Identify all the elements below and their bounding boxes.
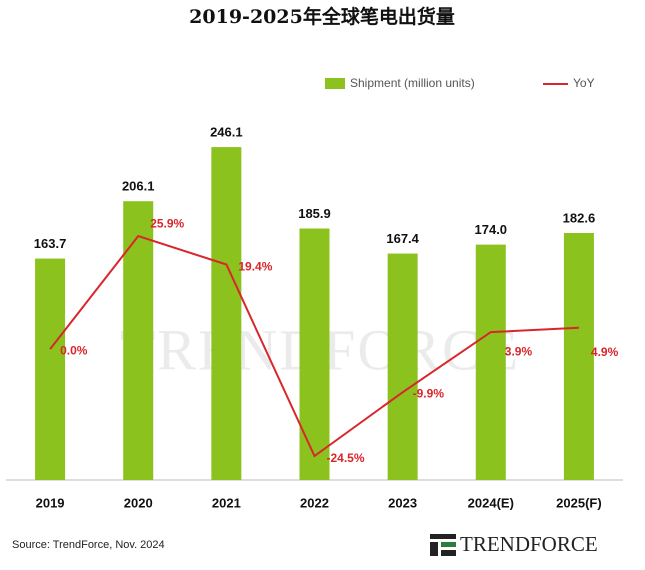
legend-swatch <box>325 78 345 89</box>
bar <box>299 228 330 480</box>
bar <box>123 201 154 480</box>
data-label: 206.1 <box>122 179 155 194</box>
yoy-line <box>49 234 579 458</box>
logo-icon <box>441 542 456 547</box>
chart-title: 2019-2025年全球笔电出货量 <box>189 5 455 28</box>
bar <box>475 244 506 480</box>
data-label: 19.4% <box>238 260 272 274</box>
x-tick-label: 2022 <box>300 495 329 510</box>
x-tick-label: 2023 <box>388 495 417 510</box>
data-label: -24.5% <box>327 451 365 465</box>
data-label: 246.1 <box>210 125 243 140</box>
bar <box>563 232 594 480</box>
data-label: 185.9 <box>298 206 331 221</box>
logo-icon <box>430 534 456 539</box>
data-label: 167.4 <box>386 231 419 246</box>
data-label: 3.9% <box>505 344 533 358</box>
logo-icon <box>430 542 438 556</box>
x-tick-label: 2021 <box>212 495 241 510</box>
logo-icon <box>441 550 456 556</box>
logo-text: TRENDFORCE <box>460 532 598 556</box>
bar <box>387 253 418 480</box>
legend-label: YoY <box>573 76 595 90</box>
x-tick-label: 2025(F) <box>556 495 602 510</box>
logo: TRENDFORCE <box>430 532 598 556</box>
bar <box>211 147 242 480</box>
data-label: 182.6 <box>563 210 596 225</box>
data-label: -9.9% <box>413 386 445 400</box>
data-label: 25.9% <box>150 216 184 230</box>
x-tick-label: 2019 <box>36 495 65 510</box>
x-tick-label: 2024(E) <box>468 495 514 510</box>
data-label: 0.0% <box>60 343 88 357</box>
legend-label: Shipment (million units) <box>350 76 475 90</box>
data-label: 163.7 <box>34 236 67 251</box>
bar <box>35 258 66 480</box>
data-label: 4.9% <box>591 345 619 359</box>
data-label: 174.0 <box>475 222 508 237</box>
x-tick-label: 2020 <box>124 495 153 510</box>
source-note: Source: TrendForce, Nov. 2024 <box>12 539 165 551</box>
